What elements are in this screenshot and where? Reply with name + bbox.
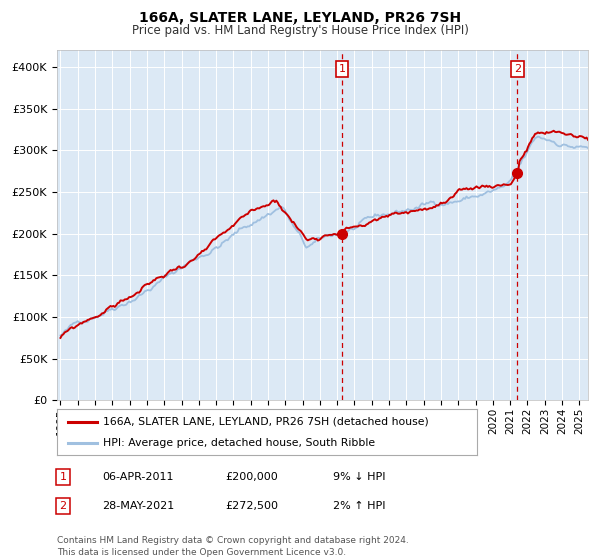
Text: 166A, SLATER LANE, LEYLAND, PR26 7SH: 166A, SLATER LANE, LEYLAND, PR26 7SH xyxy=(139,11,461,25)
Text: £272,500: £272,500 xyxy=(225,501,278,511)
Text: Contains HM Land Registry data © Crown copyright and database right 2024.
This d: Contains HM Land Registry data © Crown c… xyxy=(57,536,409,557)
Text: 28-MAY-2021: 28-MAY-2021 xyxy=(102,501,174,511)
Text: £200,000: £200,000 xyxy=(225,472,278,482)
Text: HPI: Average price, detached house, South Ribble: HPI: Average price, detached house, Sout… xyxy=(103,438,376,448)
Text: 2: 2 xyxy=(59,501,67,511)
Text: 166A, SLATER LANE, LEYLAND, PR26 7SH (detached house): 166A, SLATER LANE, LEYLAND, PR26 7SH (de… xyxy=(103,417,429,427)
Text: 2% ↑ HPI: 2% ↑ HPI xyxy=(333,501,386,511)
Text: Price paid vs. HM Land Registry's House Price Index (HPI): Price paid vs. HM Land Registry's House … xyxy=(131,24,469,36)
Text: 1: 1 xyxy=(59,472,67,482)
Text: 1: 1 xyxy=(338,64,346,74)
Text: 9% ↓ HPI: 9% ↓ HPI xyxy=(333,472,386,482)
Text: 06-APR-2011: 06-APR-2011 xyxy=(102,472,173,482)
Text: 2: 2 xyxy=(514,64,521,74)
